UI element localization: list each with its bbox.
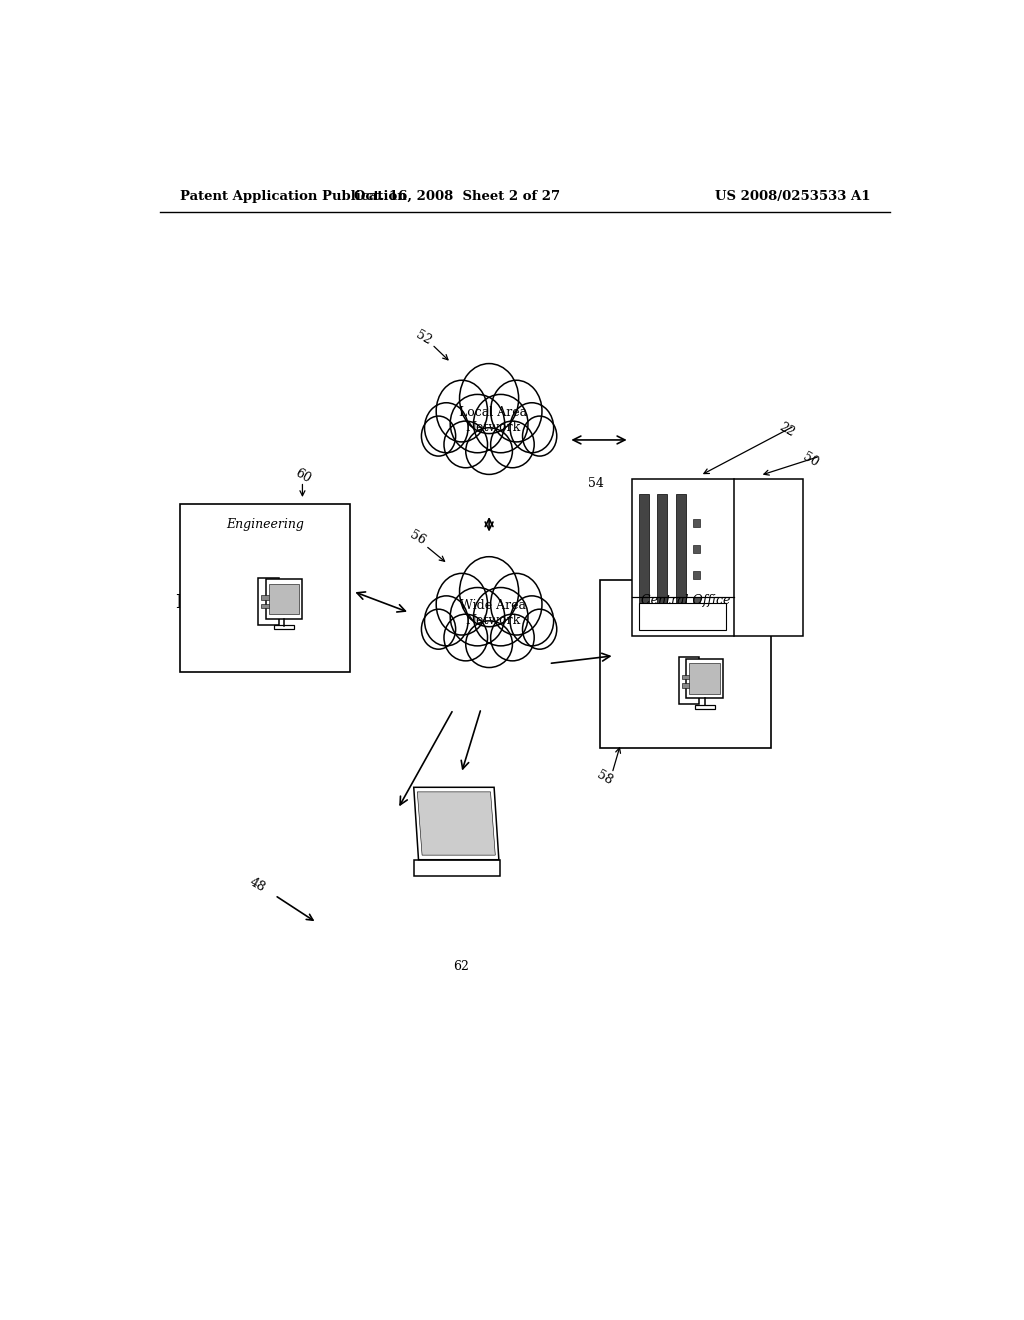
Ellipse shape	[451, 587, 505, 645]
Bar	[693, 570, 700, 578]
Bar	[266, 579, 302, 619]
Ellipse shape	[510, 595, 554, 645]
Text: 50: 50	[801, 450, 820, 470]
Bar	[261, 595, 275, 599]
Text: Engineering: Engineering	[226, 517, 304, 531]
Ellipse shape	[510, 403, 554, 453]
Text: Patent Application Publication: Patent Application Publication	[179, 190, 407, 202]
Text: Central Office: Central Office	[641, 594, 730, 607]
Text: 22: 22	[776, 420, 797, 440]
Bar	[693, 597, 700, 605]
Ellipse shape	[490, 380, 542, 442]
Polygon shape	[418, 792, 496, 855]
Text: 54: 54	[588, 477, 604, 490]
Bar	[414, 859, 501, 876]
Ellipse shape	[522, 610, 557, 649]
Bar	[693, 545, 700, 553]
Text: 56: 56	[408, 528, 428, 546]
Ellipse shape	[436, 573, 487, 635]
Ellipse shape	[451, 395, 505, 453]
Ellipse shape	[466, 428, 512, 474]
Text: FIG. 2: FIG. 2	[176, 594, 237, 611]
Bar	[676, 494, 686, 607]
Ellipse shape	[422, 610, 456, 649]
Text: 52: 52	[414, 329, 434, 348]
Bar	[689, 664, 720, 693]
Bar	[179, 504, 350, 672]
Ellipse shape	[490, 614, 535, 661]
Bar	[258, 578, 279, 624]
Bar	[694, 705, 715, 709]
Ellipse shape	[436, 380, 487, 442]
Ellipse shape	[422, 416, 456, 457]
Ellipse shape	[490, 421, 535, 467]
Ellipse shape	[425, 595, 468, 645]
Ellipse shape	[460, 363, 518, 433]
Bar	[261, 603, 275, 609]
Text: 62: 62	[454, 960, 469, 973]
Bar	[268, 583, 299, 614]
Ellipse shape	[425, 403, 468, 453]
Bar	[632, 479, 803, 636]
Ellipse shape	[490, 573, 542, 635]
Bar	[274, 626, 294, 630]
Text: 58: 58	[594, 768, 614, 788]
Bar	[682, 675, 696, 680]
Ellipse shape	[444, 421, 487, 467]
Bar	[639, 603, 726, 630]
Ellipse shape	[473, 587, 528, 645]
Text: Wide Area
Network: Wide Area Network	[460, 599, 526, 627]
Bar	[657, 494, 668, 607]
Ellipse shape	[444, 614, 487, 661]
Bar	[686, 659, 723, 698]
Text: 48: 48	[247, 875, 267, 895]
Text: Local Area
Network: Local Area Network	[459, 405, 527, 433]
Bar	[682, 684, 696, 688]
Ellipse shape	[473, 395, 528, 453]
Text: US 2008/0253533 A1: US 2008/0253533 A1	[715, 190, 870, 202]
Text: Oct. 16, 2008  Sheet 2 of 27: Oct. 16, 2008 Sheet 2 of 27	[354, 190, 560, 202]
Ellipse shape	[460, 557, 518, 627]
Bar	[639, 494, 649, 607]
Polygon shape	[414, 787, 499, 859]
Bar	[600, 581, 771, 748]
Ellipse shape	[522, 416, 557, 457]
Ellipse shape	[466, 620, 512, 668]
Bar	[679, 657, 699, 704]
Text: 60: 60	[292, 466, 312, 486]
Bar	[693, 519, 700, 527]
